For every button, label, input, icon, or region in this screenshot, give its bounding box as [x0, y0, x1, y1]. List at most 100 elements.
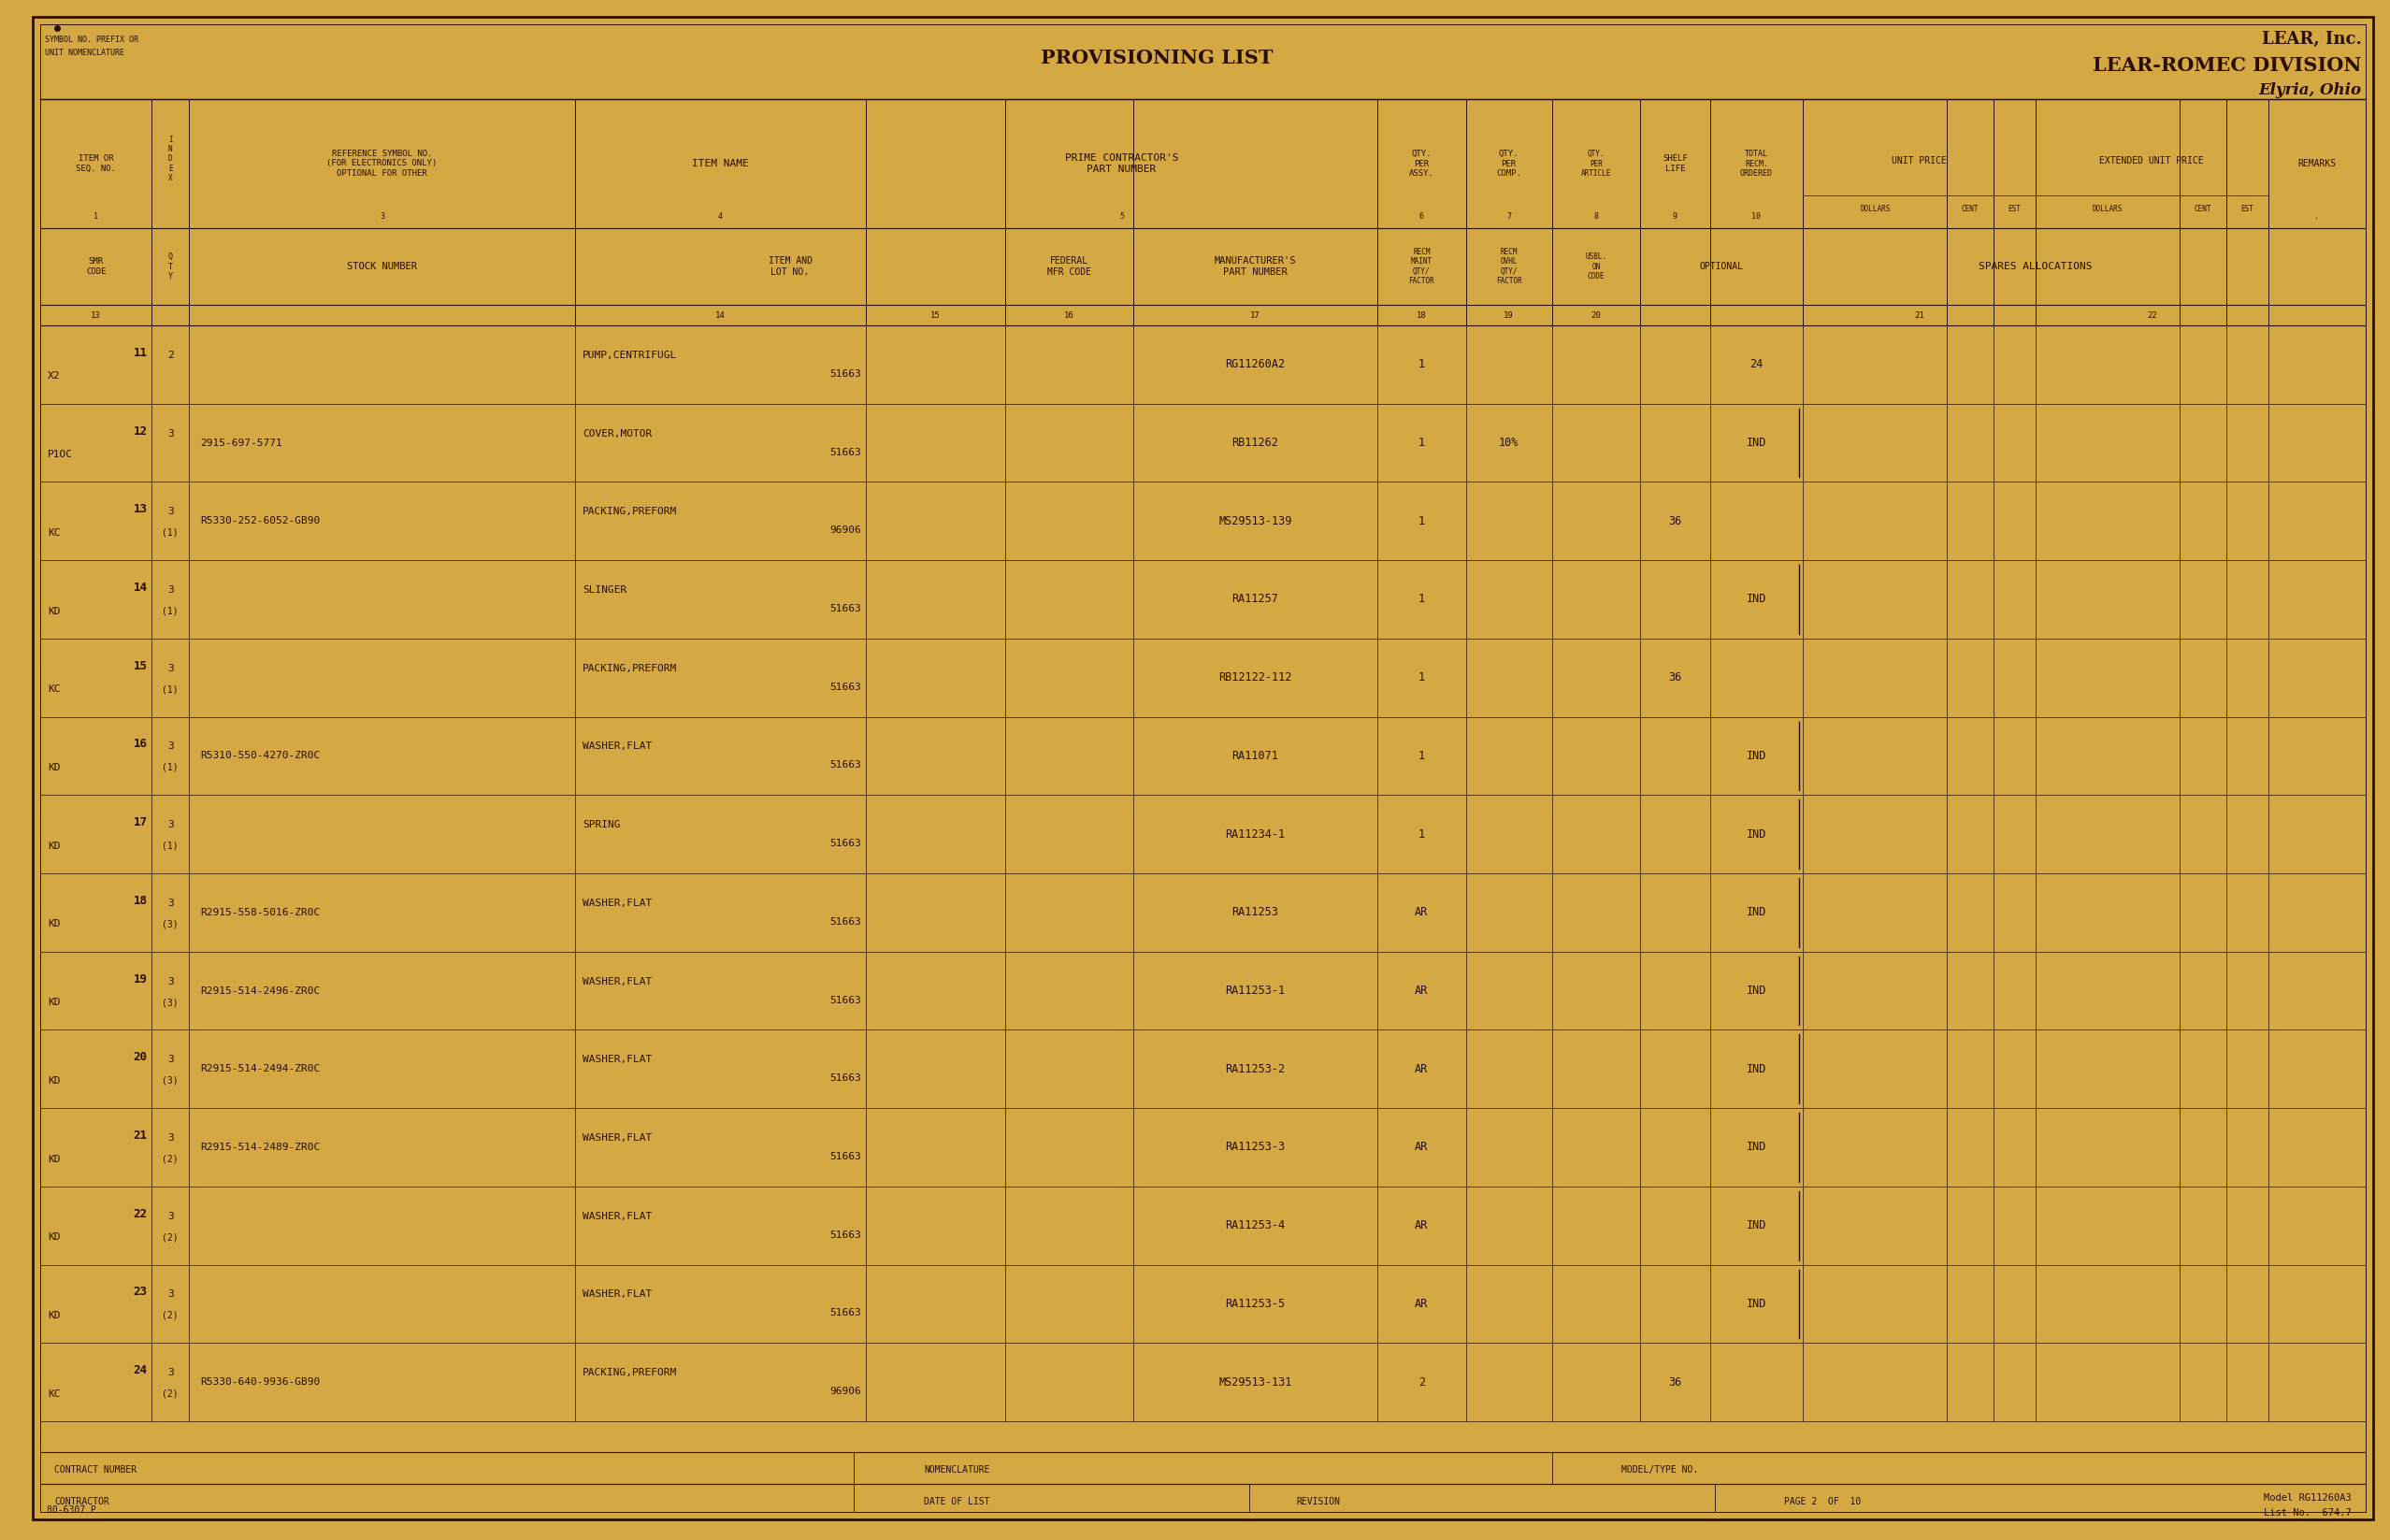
Text: WASHER,FLAT: WASHER,FLAT — [583, 1291, 652, 1300]
Text: REMARKS: REMARKS — [2297, 159, 2335, 168]
Text: R5330-640-9936-GB90: R5330-640-9936-GB90 — [201, 1377, 320, 1388]
Text: 16: 16 — [134, 738, 148, 750]
Text: OPTIONAL: OPTIONAL — [1699, 262, 1742, 271]
Text: REFERENCE SYMBOL NO.
(FOR ELECTRONICS ONLY)
OPTIONAL FOR OTHER: REFERENCE SYMBOL NO. (FOR ELECTRONICS ON… — [327, 149, 437, 177]
Text: 51663: 51663 — [829, 1073, 860, 1083]
Text: QTY.
PER
ASSY.: QTY. PER ASSY. — [1410, 149, 1434, 177]
Text: 24: 24 — [1749, 359, 1764, 371]
Text: 51663: 51663 — [829, 839, 860, 849]
Text: 3: 3 — [167, 742, 174, 752]
Text: 80-6307 P: 80-6307 P — [48, 1506, 96, 1515]
Text: WASHER,FLAT: WASHER,FLAT — [583, 898, 652, 907]
Text: TOTAL
RECM.
ORDERED: TOTAL RECM. ORDERED — [1740, 149, 1773, 177]
Text: KC: KC — [48, 1389, 60, 1398]
Text: CONTRACT NUMBER: CONTRACT NUMBER — [55, 1465, 136, 1474]
Text: RA11257: RA11257 — [1231, 593, 1279, 605]
Text: 4: 4 — [717, 213, 722, 220]
Text: STOCK NUMBER: STOCK NUMBER — [347, 262, 418, 271]
Text: IND: IND — [1747, 829, 1766, 841]
Text: IND: IND — [1747, 593, 1766, 605]
Text: 10%: 10% — [1499, 437, 1518, 448]
Text: CENT: CENT — [2194, 205, 2211, 214]
Text: 23: 23 — [134, 1286, 148, 1298]
Text: FEDERAL
MFR CODE: FEDERAL MFR CODE — [1047, 256, 1092, 277]
Text: IND: IND — [1747, 1220, 1766, 1232]
Text: 1: 1 — [1417, 671, 1424, 684]
Text: 2915-697-5771: 2915-697-5771 — [201, 437, 282, 448]
Text: 17: 17 — [1250, 311, 1260, 319]
Text: 7: 7 — [1506, 213, 1510, 220]
Text: MS29513-131: MS29513-131 — [1219, 1377, 1293, 1388]
Text: PACKING,PREFORM: PACKING,PREFORM — [583, 1368, 676, 1377]
Text: CONTRACTOR: CONTRACTOR — [55, 1497, 110, 1506]
Text: DATE OF LIST: DATE OF LIST — [925, 1497, 989, 1506]
Text: 3: 3 — [167, 821, 174, 830]
Text: 15: 15 — [930, 311, 942, 319]
Text: RA11253-3: RA11253-3 — [1226, 1141, 1286, 1153]
Text: PACKING,PREFORM: PACKING,PREFORM — [583, 507, 676, 516]
Text: WASHER,FLAT: WASHER,FLAT — [583, 1133, 652, 1143]
Text: 11: 11 — [134, 346, 148, 359]
Text: PAGE 2  OF  10: PAGE 2 OF 10 — [1785, 1497, 1862, 1506]
Text: KD: KD — [48, 1155, 60, 1164]
Text: RA11253-1: RA11253-1 — [1226, 984, 1286, 996]
Text: 5: 5 — [1119, 213, 1123, 220]
Text: 22: 22 — [2146, 311, 2156, 319]
Text: X2: X2 — [48, 371, 60, 380]
Text: Model RG11260A3: Model RG11260A3 — [2263, 1494, 2352, 1503]
Text: I
N
D
E
X: I N D E X — [167, 136, 172, 192]
Text: MODEL/TYPE NO.: MODEL/TYPE NO. — [1620, 1465, 1699, 1474]
Text: 1: 1 — [1417, 593, 1424, 605]
Text: 36: 36 — [1668, 1377, 1683, 1388]
Text: 12: 12 — [134, 425, 148, 437]
Text: RB12122-112: RB12122-112 — [1219, 671, 1293, 684]
Text: R2915-514-2489-ZR0C: R2915-514-2489-ZR0C — [201, 1143, 320, 1152]
Text: R5310-550-4270-ZR0C: R5310-550-4270-ZR0C — [201, 752, 320, 761]
Text: 51663: 51663 — [829, 918, 860, 927]
Text: 3: 3 — [167, 898, 174, 907]
Text: IND: IND — [1747, 750, 1766, 762]
Text: SYMBOL NO. PREFIX OR: SYMBOL NO. PREFIX OR — [45, 35, 139, 45]
Text: EXTENDED UNIT PRICE: EXTENDED UNIT PRICE — [2098, 156, 2204, 165]
Text: (3): (3) — [163, 1076, 179, 1086]
Text: 3: 3 — [167, 428, 174, 437]
Text: ITEM OR
SEQ. NO.: ITEM OR SEQ. NO. — [76, 154, 117, 172]
Text: UNIT PRICE: UNIT PRICE — [1893, 156, 1948, 165]
Text: Elyria, Ohio: Elyria, Ohio — [2259, 82, 2361, 99]
Text: ITEM AND
LOT NO.: ITEM AND LOT NO. — [767, 256, 813, 277]
Text: 3: 3 — [380, 213, 385, 220]
Text: 1: 1 — [1417, 829, 1424, 841]
Text: P1OC: P1OC — [48, 450, 74, 459]
Text: 1: 1 — [1417, 750, 1424, 762]
Text: ITEM NAME: ITEM NAME — [693, 159, 748, 168]
Text: 96906: 96906 — [829, 525, 860, 534]
Text: SHELF
LIFE: SHELF LIFE — [1663, 154, 1687, 172]
Text: RA11253: RA11253 — [1231, 907, 1279, 918]
Text: COVER,MOTOR: COVER,MOTOR — [583, 428, 652, 437]
Text: KC: KC — [48, 528, 60, 537]
Text: PRIME CONTRACTOR'S
PART NUMBER: PRIME CONTRACTOR'S PART NUMBER — [1066, 154, 1178, 174]
Text: RECM
MAINT
QTY/
FACTOR: RECM MAINT QTY/ FACTOR — [1408, 248, 1434, 285]
Text: 3: 3 — [167, 585, 174, 594]
Text: WASHER,FLAT: WASHER,FLAT — [583, 1055, 652, 1064]
Text: 16: 16 — [1064, 311, 1073, 319]
Text: 10: 10 — [1752, 213, 1761, 220]
Text: AR: AR — [1415, 1141, 1429, 1153]
Text: MANUFACTURER'S
PART NUMBER: MANUFACTURER'S PART NUMBER — [1214, 256, 1295, 277]
Text: REVISION: REVISION — [1295, 1497, 1341, 1506]
Text: 3: 3 — [167, 1055, 174, 1064]
Text: 1: 1 — [1417, 514, 1424, 527]
Text: 18: 18 — [134, 895, 148, 907]
Text: 36: 36 — [1668, 514, 1683, 527]
Text: 19: 19 — [1503, 311, 1513, 319]
Text: (1): (1) — [163, 762, 179, 773]
Text: 36: 36 — [1668, 671, 1683, 684]
Text: R2915-514-2494-ZR0C: R2915-514-2494-ZR0C — [201, 1064, 320, 1073]
Text: IND: IND — [1747, 907, 1766, 918]
Text: SLINGER: SLINGER — [583, 585, 626, 594]
Text: KD: KD — [48, 841, 60, 850]
Text: .: . — [2314, 213, 2318, 220]
Text: LEAR-ROMEC DIVISION: LEAR-ROMEC DIVISION — [2094, 55, 2361, 75]
Text: 15: 15 — [134, 659, 148, 671]
Text: 51663: 51663 — [829, 604, 860, 613]
